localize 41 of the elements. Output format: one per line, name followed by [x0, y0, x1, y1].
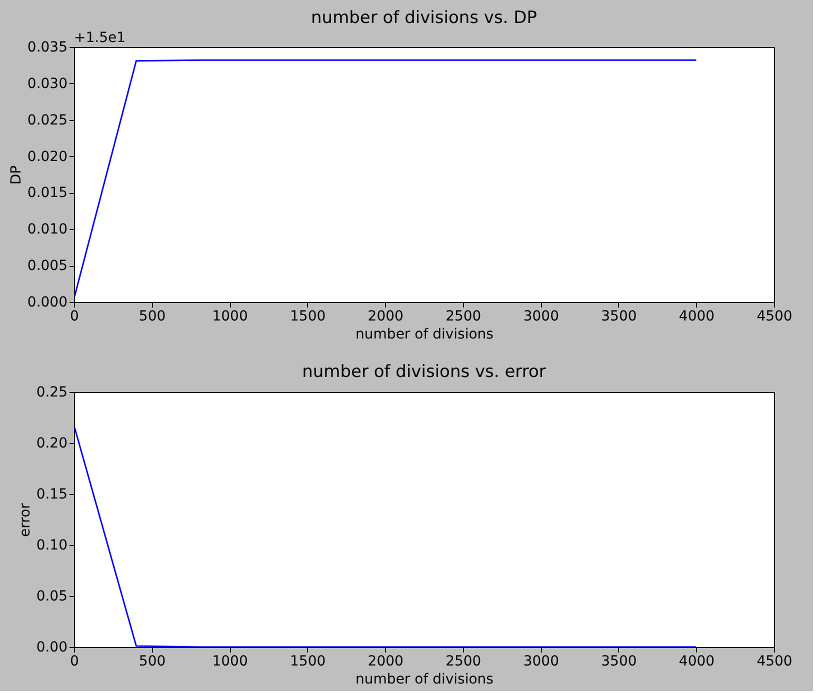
x-tick-label: 0 — [70, 308, 79, 324]
x-tick-label: 2000 — [368, 308, 404, 324]
y-tick-label: 0.025 — [27, 112, 68, 128]
x-tick-label: 2000 — [368, 654, 404, 670]
y-tick-label: 0.15 — [36, 486, 68, 502]
y-tick-label: 0.000 — [27, 294, 68, 310]
y-tick-label: 0.005 — [27, 258, 68, 274]
y-tick-label: 0.00 — [36, 640, 68, 656]
x-axis-title: number of divisions — [356, 672, 494, 688]
chart-title: number of divisions vs. error — [302, 362, 546, 382]
y-tick-label: 0.020 — [27, 148, 68, 165]
y-axis-title: error — [17, 502, 34, 537]
x-tick-label: 2500 — [446, 308, 482, 324]
x-tick-label: 1000 — [212, 308, 248, 324]
x-tick-label: 1500 — [290, 308, 326, 324]
x-tick-label: 4000 — [678, 308, 715, 324]
x-tick-label: 500 — [138, 654, 166, 670]
x-tick-label: 500 — [138, 308, 166, 324]
x-tick-label: 3000 — [523, 308, 559, 324]
x-tick-label: 0 — [70, 654, 79, 670]
y-tick-label: 0.05 — [36, 588, 68, 604]
y-tick-label: 0.010 — [27, 222, 68, 238]
x-tick-label: 3500 — [601, 308, 637, 324]
y-tick-label: 0.030 — [27, 76, 68, 92]
x-tick-label: 4500 — [756, 654, 792, 670]
x-axis-title: number of divisions — [356, 326, 494, 342]
x-tick-label: 4000 — [678, 654, 715, 670]
x-tick-label: 4500 — [756, 308, 792, 324]
x-tick-label: 2500 — [446, 654, 482, 670]
y-axis-title: DP — [8, 165, 24, 185]
y-tick-label: 0.20 — [36, 436, 68, 452]
x-tick-label: 1500 — [290, 654, 326, 670]
text: +1.5e1 — [74, 30, 126, 46]
x-tick-label: 3000 — [523, 654, 559, 670]
y-tick-label: 0.10 — [36, 538, 68, 554]
x-tick-label: 3500 — [601, 654, 637, 670]
y-tick-label: 0.015 — [27, 185, 68, 202]
chart-title: number of divisions vs. DP — [311, 8, 537, 28]
y-tick-label: 0.25 — [36, 384, 68, 400]
y-tick-label: 0.035 — [27, 40, 68, 56]
x-tick-label: 1000 — [212, 654, 248, 670]
